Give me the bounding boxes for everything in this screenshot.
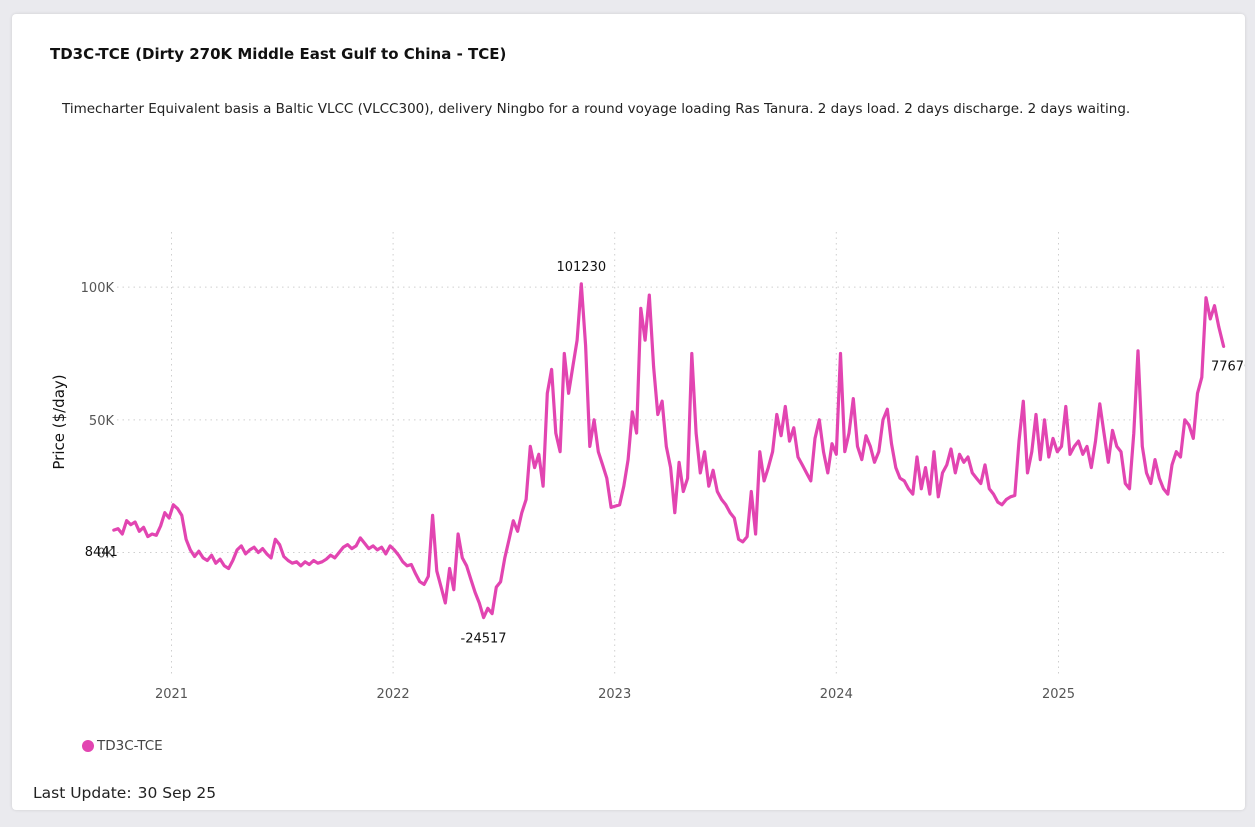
x-tick-label: 2024: [820, 687, 853, 702]
legend[interactable]: TD3C-TCE: [82, 738, 163, 754]
last-update-label: Last Update:: [33, 784, 132, 802]
chart-title: TD3C-TCE (Dirty 270K Middle East Gulf to…: [50, 45, 507, 63]
data-label: 101230: [556, 260, 606, 275]
chart-subtitle: Timecharter Equivalent basis a Baltic VL…: [62, 101, 1131, 117]
x-tick-label: 2022: [377, 687, 410, 702]
x-axis-ticks: 2021 2022 2023 2024 2025: [155, 687, 1075, 702]
data-label: 77670: [1211, 359, 1245, 374]
y-tick-label: 100K: [81, 281, 115, 296]
data-label: 8441: [85, 545, 118, 560]
legend-marker-icon: [82, 740, 94, 752]
legend-label: TD3C-TCE: [97, 738, 163, 754]
data-label: -24517: [461, 632, 507, 647]
last-update-value: 30 Sep 25: [137, 784, 217, 802]
x-tick-label: 2025: [1042, 687, 1075, 702]
last-update: Last Update: 30 Sep 25: [33, 784, 216, 802]
chart-card: TD3C-TCE (Dirty 270K Middle East Gulf to…: [12, 14, 1245, 810]
data-labels: 8441 101230 -24517 77670: [85, 260, 1245, 647]
y-axis-ticks: 0K 50K 100K: [81, 281, 115, 561]
x-tick-label: 2021: [155, 687, 188, 702]
x-tick-label: 2023: [598, 687, 631, 702]
grid-lines: [117, 232, 1227, 676]
y-axis-label: Price ($/day): [50, 374, 68, 469]
series-line-td3c-tce: [112, 282, 1226, 620]
y-tick-label: 50K: [89, 414, 115, 429]
line-chart: 0K 50K 100K 2021 2022 2023 2024 2025 Price ($/…: [50, 232, 1245, 702]
y-tick-label: 0K: [97, 547, 114, 562]
